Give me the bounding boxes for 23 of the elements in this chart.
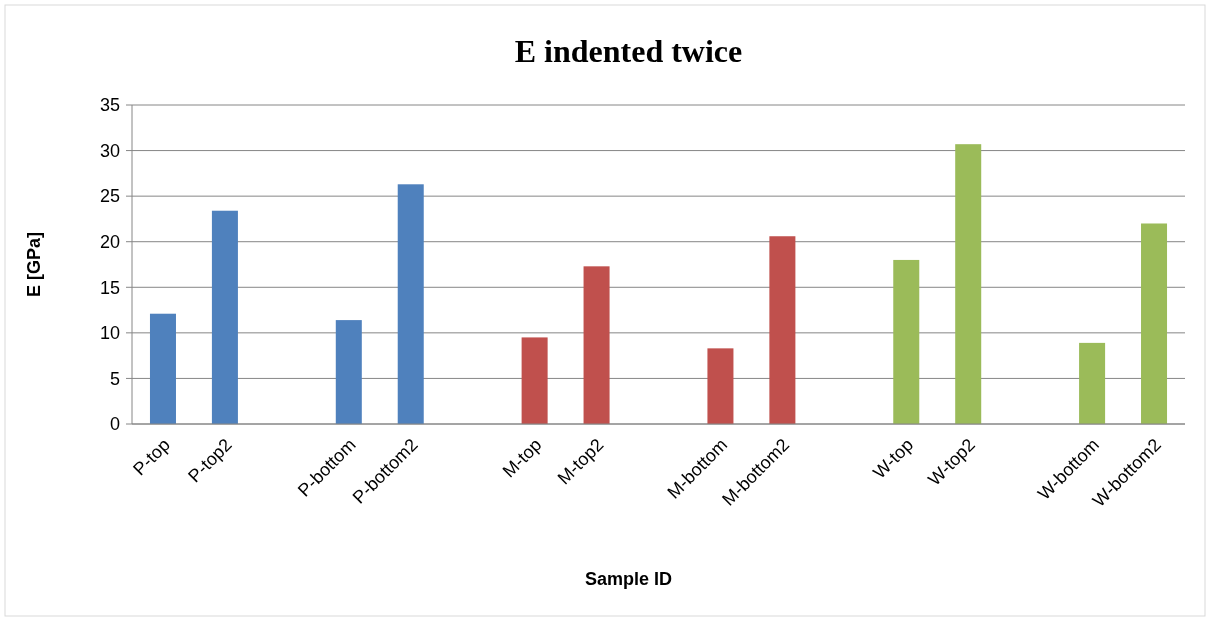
bar: [149, 313, 176, 424]
y-tick-label: 10: [99, 323, 120, 344]
bar: [335, 320, 362, 424]
bar: [583, 266, 610, 424]
chart-title: E indented twice: [514, 33, 743, 69]
bar: [397, 184, 424, 424]
bar: [707, 348, 734, 424]
y-tick-label: 30: [99, 140, 120, 161]
y-tick-label: 20: [99, 232, 120, 253]
y-tick-label: 15: [99, 277, 120, 298]
bar: [211, 210, 238, 424]
y-tick-label: 0: [109, 414, 120, 435]
bar: [1141, 223, 1168, 424]
y-axis-title: E [GPa]: [24, 231, 44, 298]
y-tick-label: 25: [99, 186, 120, 207]
bar: [955, 144, 982, 424]
bar: [769, 236, 796, 424]
bar: [521, 337, 548, 424]
bar: [893, 259, 920, 424]
bar: [1079, 342, 1106, 424]
y-tick-label: 35: [99, 95, 120, 116]
x-axis-title: Sample ID: [584, 569, 673, 589]
y-tick-label: 5: [109, 368, 120, 389]
